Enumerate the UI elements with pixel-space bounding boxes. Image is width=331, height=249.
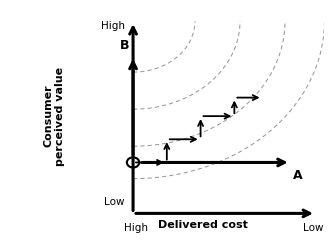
- Text: Low: Low: [104, 197, 125, 207]
- Text: Consumer
perceived value: Consumer perceived value: [43, 66, 65, 166]
- Text: A: A: [294, 169, 303, 182]
- Text: B: B: [120, 39, 129, 53]
- Text: High: High: [124, 223, 148, 233]
- Text: Delivered cost: Delivered cost: [159, 220, 248, 230]
- Text: Low: Low: [303, 223, 323, 233]
- Text: High: High: [101, 21, 125, 31]
